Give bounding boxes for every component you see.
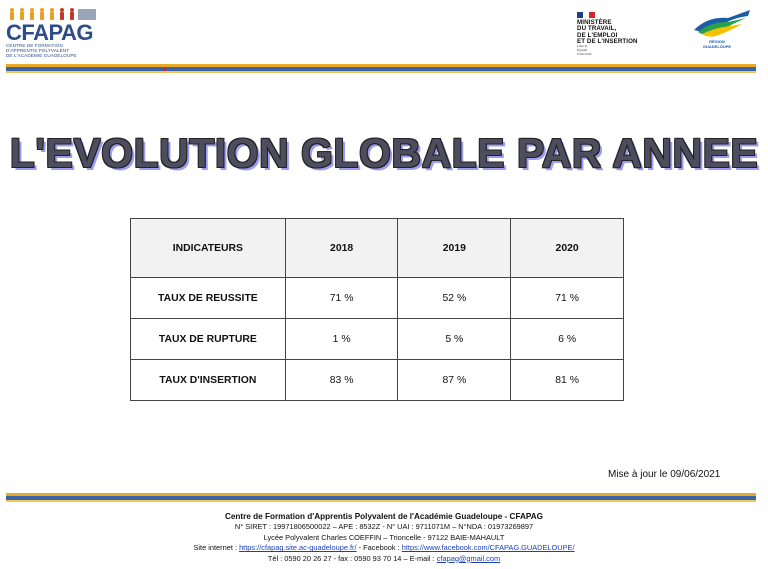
- page-title: L'EVOLUTION GLOBALE PAR ANNEE: [9, 130, 759, 176]
- ministry-name: MINISTÈRE DU TRAVAIL, DE L'EMPLOI ET DE …: [577, 19, 638, 46]
- french-flag-icon: [577, 12, 595, 18]
- facebook-link[interactable]: https://www.facebook.com/CFAPAG.GUADELOU…: [401, 543, 575, 553]
- header-indicators: INDICATEURS: [130, 218, 286, 278]
- table-row: TAUX DE RUPTURE 1 % 5 % 6 %: [130, 318, 624, 360]
- row-label: TAUX DE RUPTURE: [130, 318, 286, 360]
- cfapag-logo: CFAPAG CENTRE DE FORMATION D'APPRENTIS P…: [6, 6, 98, 58]
- table-row: TAUX D'INSERTION 83 % 87 % 81 %: [130, 359, 624, 401]
- footer-address: Lycée Polyvalent Charles COEFFIN – Trion…: [263, 532, 505, 542]
- indicators-table: INDICATEURS 2018 2019 2020 TAUX DE REUSS…: [130, 218, 624, 401]
- footer-links-line: Site internet : https://cfapag.site.ac-g…: [0, 543, 768, 553]
- email-link[interactable]: cfapag@gmail.com: [436, 553, 501, 563]
- header-year-2020: 2020: [510, 218, 624, 278]
- header-stripe-orange: [6, 64, 756, 67]
- red-dot-marker: [163, 68, 166, 71]
- cell-value: 52 %: [397, 277, 512, 319]
- cell-value: 71 %: [284, 277, 399, 319]
- cell-value: 5 %: [397, 318, 512, 360]
- row-label: TAUX DE REUSSITE: [130, 277, 286, 319]
- region-guadeloupe-logo: RÉGION GUADELOUPE: [680, 8, 754, 50]
- header-year-2018: 2018: [284, 218, 399, 278]
- header-stripe-yellow: [6, 71, 756, 73]
- cell-value: 6 %: [510, 318, 624, 360]
- cfapag-logo-name: CFAPAG: [6, 20, 94, 45]
- contact-label: Tél : 0590 20 26 27 - fax : 0590 93 70 1…: [267, 553, 437, 563]
- site-link[interactable]: https://cfapag.site.ac-guadeloupe.fr/: [239, 543, 357, 553]
- footer-stripe-yellow: [6, 500, 756, 502]
- region-logo-label: RÉGION GUADELOUPE: [702, 39, 732, 49]
- header-year-2019: 2019: [397, 218, 512, 278]
- facebook-label: - Facebook :: [356, 543, 402, 553]
- site-label: Site internet :: [193, 543, 240, 553]
- header-stripe-blue: [6, 67, 756, 71]
- ministry-motto: Liberté Égalité Fraternité: [577, 44, 592, 56]
- cell-value: 81 %: [510, 359, 624, 401]
- update-date-note: Mise à jour le 09/06/2021: [608, 469, 721, 480]
- footer-stripe-orange: [6, 493, 756, 496]
- footer-contact-line: Tél : 0590 20 26 27 - fax : 0590 93 70 1…: [0, 554, 768, 564]
- cfapag-logo-subtitle: CENTRE DE FORMATION D'APPRENTIS POLYVALE…: [6, 43, 77, 58]
- cell-value: 87 %: [397, 359, 512, 401]
- row-label: TAUX D'INSERTION: [130, 359, 286, 401]
- footer-ids: N° SIRET : 19971806500022 – APE : 8532Z …: [234, 522, 534, 532]
- cell-value: 71 %: [510, 277, 624, 319]
- region-emblem-icon: [694, 10, 750, 37]
- people-figures-icon: [10, 8, 96, 20]
- footer-stripe-blue: [6, 496, 756, 500]
- cell-value: 83 %: [284, 359, 399, 401]
- table-header-row: INDICATEURS 2018 2019 2020: [130, 218, 624, 278]
- footer: Centre de Formation d'Apprentis Polyvale…: [0, 512, 768, 564]
- cell-value: 1 %: [284, 318, 399, 360]
- footer-org-name: Centre de Formation d'Apprentis Polyvale…: [224, 512, 544, 521]
- ministry-logo: MINISTÈRE DU TRAVAIL, DE L'EMPLOI ET DE …: [577, 12, 672, 56]
- table-row: TAUX DE REUSSITE 71 % 52 % 71 %: [130, 277, 624, 319]
